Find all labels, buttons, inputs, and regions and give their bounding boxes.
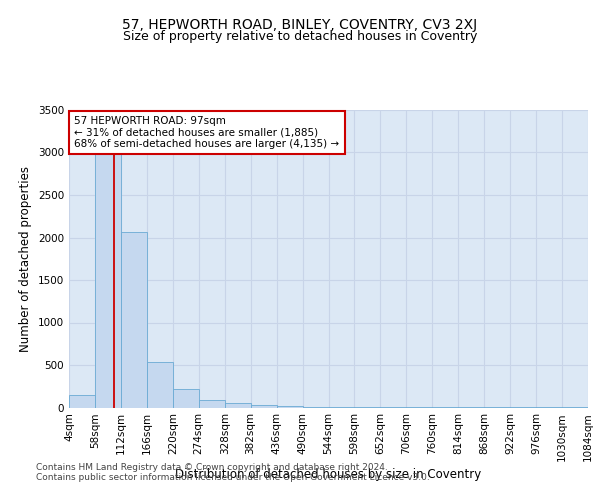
Bar [199,400,224,407]
Bar [277,406,302,408]
Bar [95,149,121,407]
Text: Contains public sector information licensed under the Open Government Licence v3: Contains public sector information licen… [36,472,430,482]
Bar [302,407,329,408]
X-axis label: Distribution of detached houses by size in Coventry: Distribution of detached houses by size … [175,468,482,481]
Y-axis label: Number of detached properties: Number of detached properties [19,166,32,352]
Bar [173,389,199,407]
Bar [147,362,173,408]
Bar [121,232,147,408]
Text: 57 HEPWORTH ROAD: 97sqm
← 31% of detached houses are smaller (1,885)
68% of semi: 57 HEPWORTH ROAD: 97sqm ← 31% of detache… [74,116,340,149]
Text: Contains HM Land Registry data © Crown copyright and database right 2024.: Contains HM Land Registry data © Crown c… [36,462,388,471]
Bar [225,403,251,407]
Text: 57, HEPWORTH ROAD, BINLEY, COVENTRY, CV3 2XJ: 57, HEPWORTH ROAD, BINLEY, COVENTRY, CV3… [122,18,478,32]
Bar [251,405,277,407]
Text: Size of property relative to detached houses in Coventry: Size of property relative to detached ho… [123,30,477,43]
Bar [69,395,95,407]
